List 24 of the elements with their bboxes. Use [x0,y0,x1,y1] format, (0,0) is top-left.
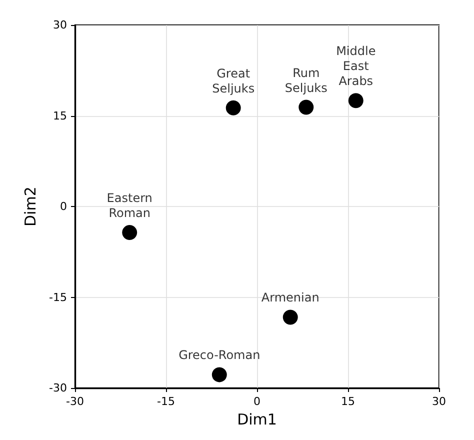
y-tick-label: 15 [53,109,67,122]
point [348,93,364,108]
annotation: Armenian [261,290,320,305]
point [282,310,298,325]
x-axis-title: Dim1 [237,410,277,428]
point [122,225,138,240]
y-tick-label: -30 [49,382,67,394]
annotation: Middle East Arabs [336,44,376,88]
annotation: Great Seljuks [212,66,255,96]
x-tick-label: 0 [254,395,260,408]
y-axis-title: Dim2 [22,186,40,226]
x-tick-label: 30 [432,395,446,408]
point [298,100,314,115]
y-tick-label: 0 [60,200,67,213]
x-tick-label: -30 [66,395,84,408]
annotation: Eastern Roman [106,191,152,220]
x-tick-label: 15 [341,395,355,408]
y-tick-label: 30 [53,18,67,32]
annotation: Greco-Roman [178,348,260,362]
y-tick-label: -15 [49,290,67,304]
annotation: Rum Seljuks [284,66,328,95]
point [212,367,227,382]
x-tick-label: -15 [157,395,175,408]
point [226,100,241,116]
